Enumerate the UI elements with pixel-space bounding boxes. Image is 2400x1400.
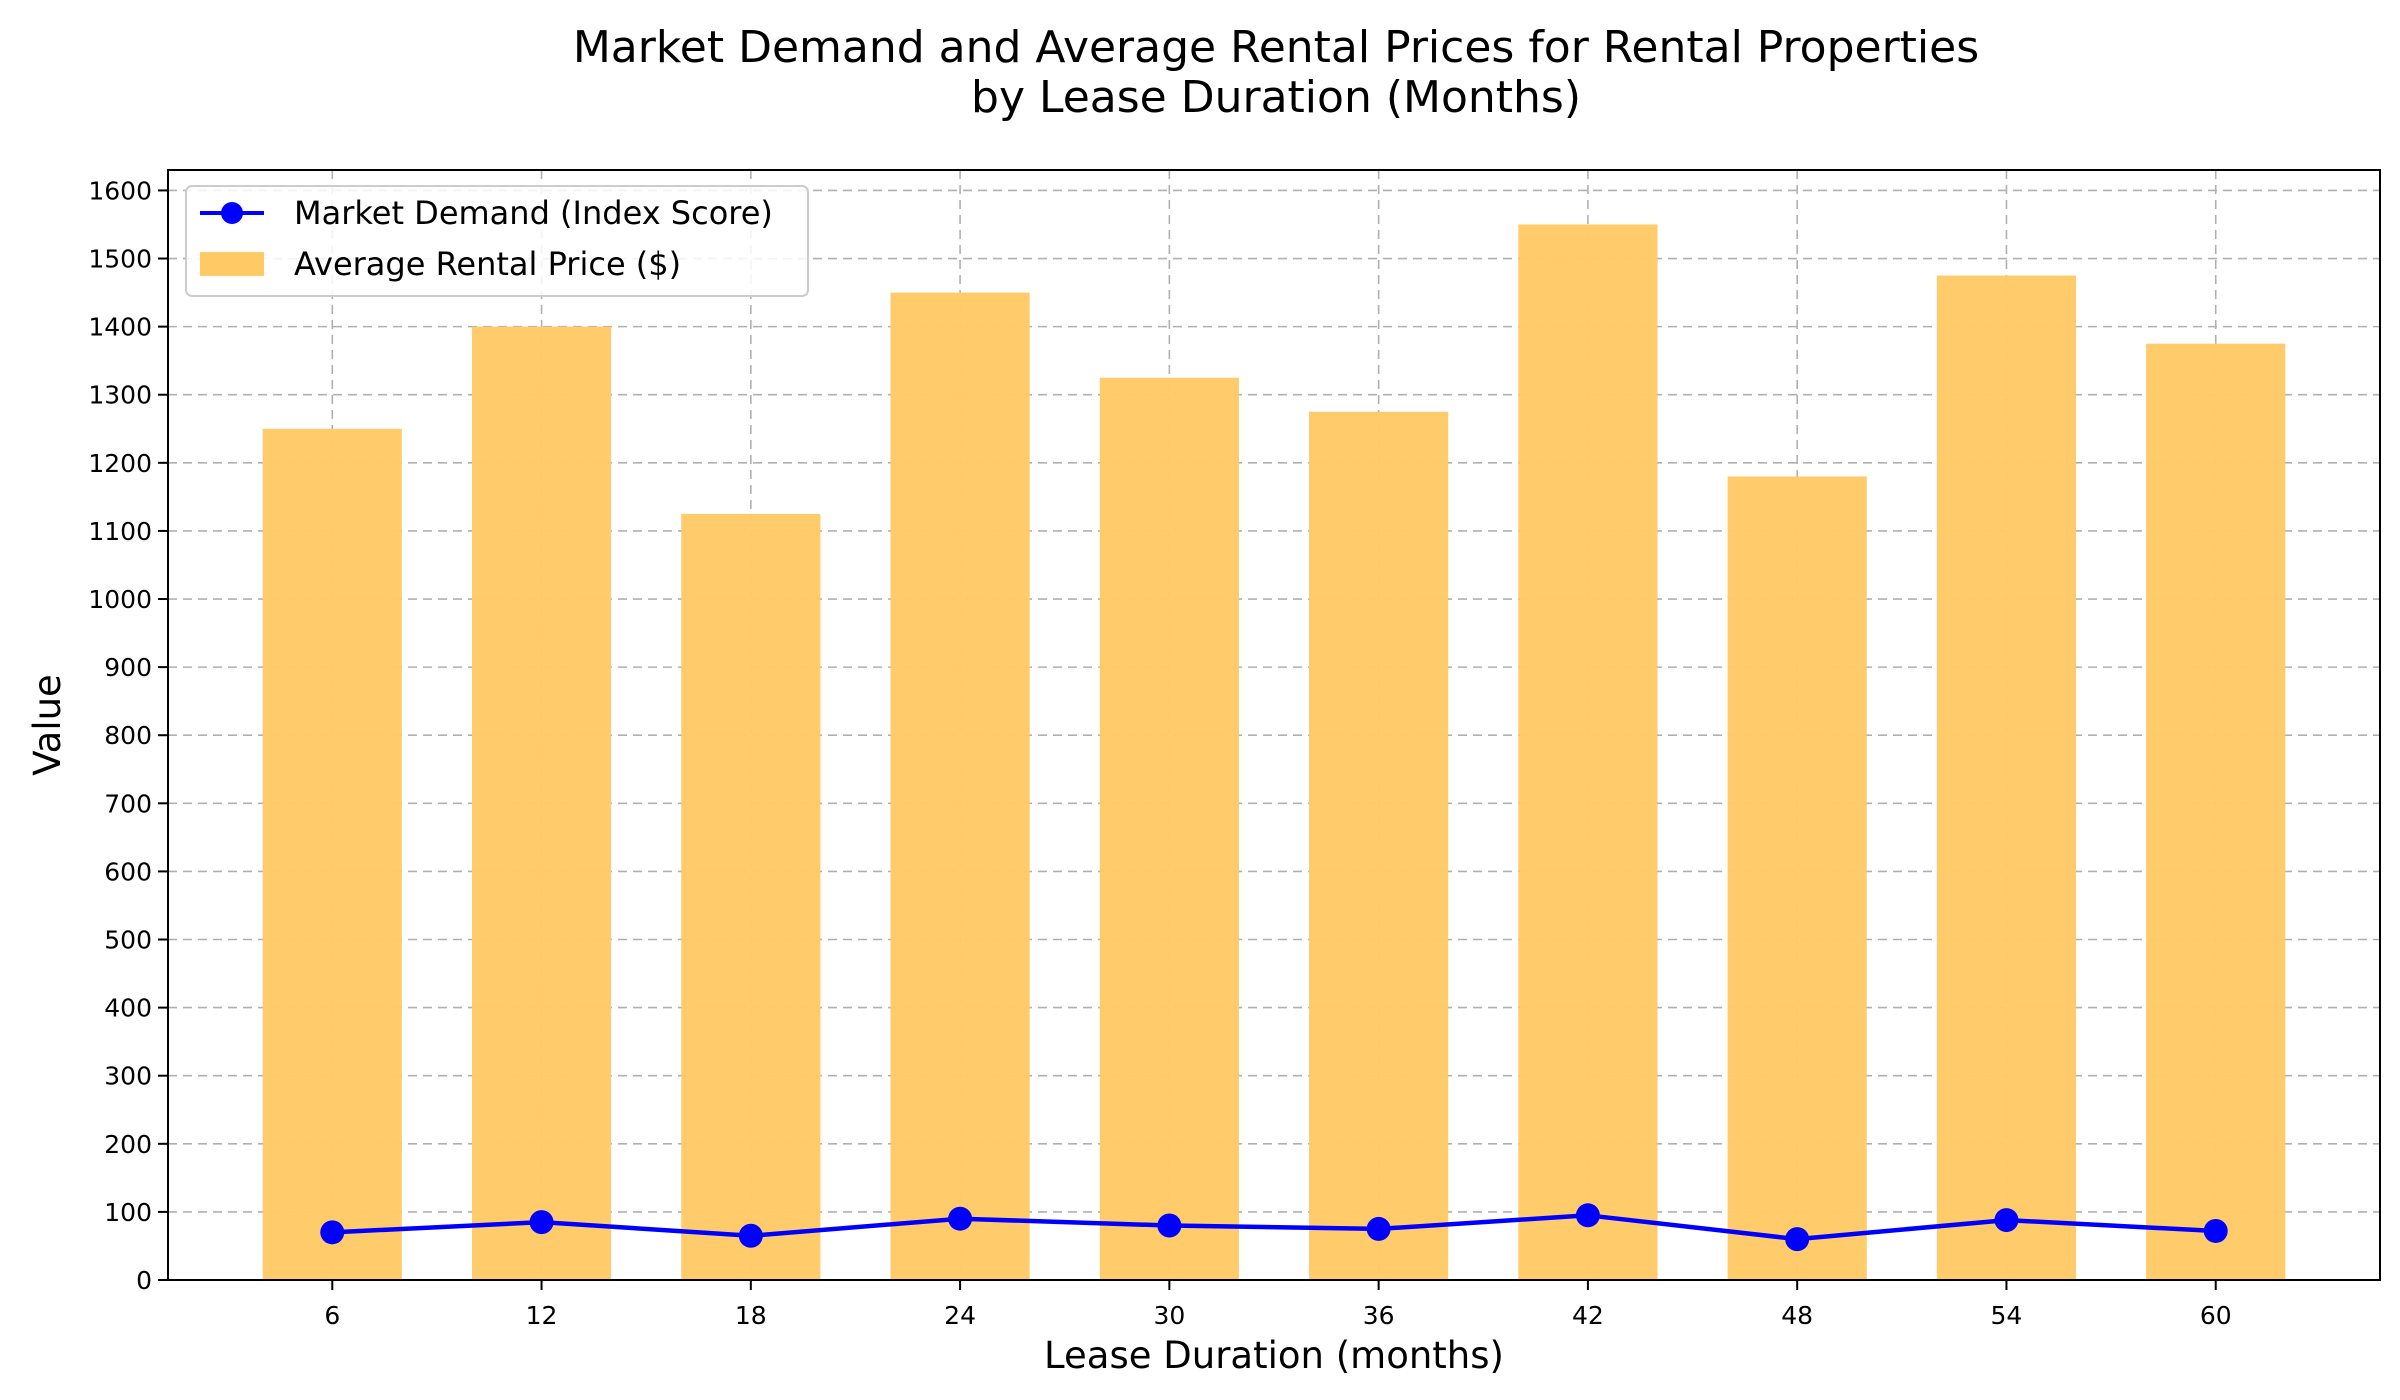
y-tick-label: 400: [104, 994, 152, 1023]
x-axis-label: Lease Duration (months): [1044, 1334, 1504, 1377]
y-tick-label: 1600: [88, 176, 152, 205]
y-tick-label: 1000: [88, 585, 152, 614]
bar-average-rental-price: [471, 326, 612, 1281]
y-tick-label: 1500: [88, 245, 152, 274]
point-market-demand: [1994, 1208, 2019, 1233]
point-market-demand: [320, 1220, 345, 1245]
x-tick-label: 36: [1363, 1301, 1395, 1330]
chart-title: Market Demand and Average Rental Prices …: [573, 22, 1979, 123]
bar-average-rental-price: [1727, 476, 1867, 1280]
chart-title-line-1: Market Demand and Average Rental Prices …: [573, 22, 1979, 73]
y-tick-label: 200: [104, 1130, 152, 1159]
y-tick-label: 1300: [88, 381, 152, 410]
legend-box: [185, 185, 809, 297]
chart-title-line-2: by Lease Duration (Months): [971, 72, 1581, 123]
x-tick-label: 48: [1781, 1301, 1813, 1330]
x-tick-label: 24: [944, 1301, 976, 1330]
legend: Market Demand (Index Score) Average Rent…: [185, 185, 809, 297]
y-tick-label: 600: [104, 857, 152, 886]
bar-average-rental-price: [1936, 275, 2077, 1281]
y-tick-label: 800: [104, 721, 152, 750]
x-tick-label: 6: [324, 1301, 340, 1330]
x-tick-label: 18: [735, 1301, 767, 1330]
bar-average-rental-price: [262, 428, 402, 1280]
x-tick-label: 60: [2200, 1301, 2232, 1330]
y-tick-label: 700: [104, 789, 152, 818]
point-market-demand: [529, 1210, 554, 1235]
x-tick-label: 54: [1991, 1301, 2023, 1330]
legend-bar-swatch: [200, 252, 264, 276]
legend-label-market-demand: Market Demand (Index Score): [294, 194, 773, 232]
legend-marker-swatch: [221, 202, 243, 224]
point-market-demand: [1157, 1213, 1182, 1238]
x-axis-ticks: 6 12 18 24 30 36 42 48 54 60: [324, 1280, 2232, 1330]
y-tick-label: 1400: [88, 313, 152, 342]
bar-average-rental-price: [1309, 411, 1449, 1280]
y-tick-label: 1100: [88, 517, 152, 546]
bar-average-rental-price: [1518, 224, 1658, 1281]
y-axis-label: Value: [26, 674, 69, 776]
point-market-demand: [738, 1223, 763, 1248]
x-tick-label: 30: [1153, 1301, 1185, 1330]
y-tick-label: 500: [104, 926, 152, 955]
bar-average-rental-price: [890, 292, 1030, 1281]
bar-average-rental-price: [1099, 377, 1239, 1281]
x-tick-label: 12: [526, 1301, 558, 1330]
point-market-demand: [1366, 1216, 1391, 1241]
line-series: [320, 1203, 2228, 1252]
plot-frame: [167, 169, 2381, 1281]
point-market-demand: [1575, 1203, 1600, 1228]
point-market-demand: [948, 1206, 973, 1231]
point-market-demand: [1785, 1227, 1810, 1252]
y-axis-ticks: 0 100 200 300 400 500 600 700 800 900 1000 1100 1200…: [88, 176, 168, 1295]
y-tick-label: 300: [104, 1062, 152, 1091]
legend-label-average-rental-price: Average Rental Price ($): [294, 245, 681, 283]
y-tick-label: 1200: [88, 449, 152, 478]
bar-average-rental-price: [681, 513, 821, 1280]
point-market-demand: [2203, 1218, 2228, 1243]
y-tick-label: 900: [104, 653, 152, 682]
x-tick-label: 42: [1572, 1301, 1604, 1330]
y-tick-label: 100: [104, 1198, 152, 1227]
bar-series: [262, 224, 2286, 1281]
bar-average-rental-price: [2146, 343, 2286, 1281]
line-market-demand: [332, 1213, 2216, 1242]
y-tick-label: 0: [136, 1266, 152, 1295]
